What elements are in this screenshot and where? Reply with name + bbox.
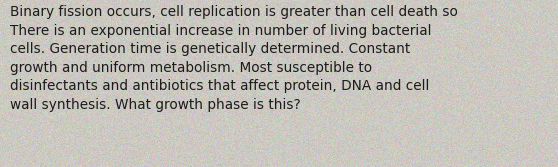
Text: Binary fission occurs, cell replication is greater than cell death so
There is a: Binary fission occurs, cell replication … [10,5,458,112]
